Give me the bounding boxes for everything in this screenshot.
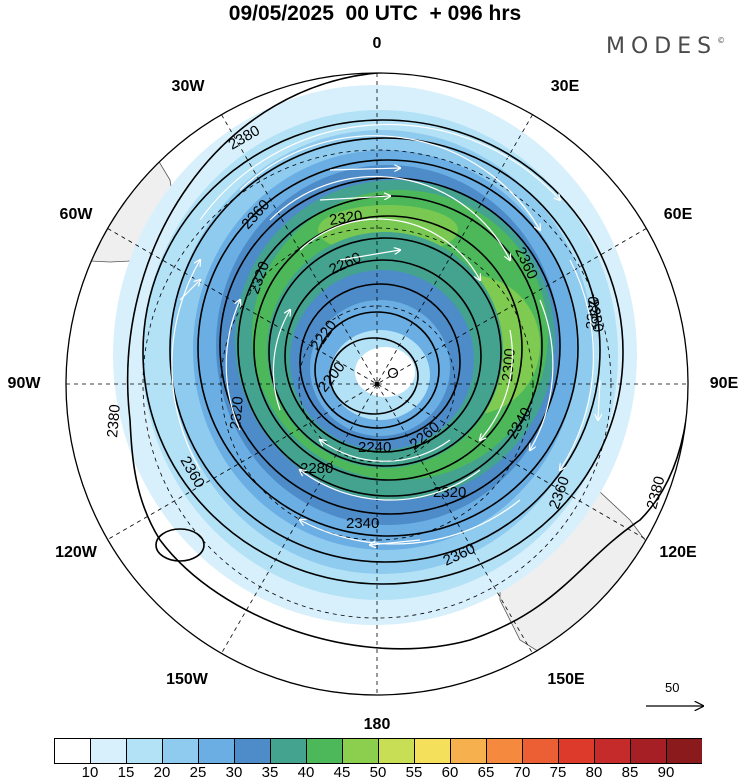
height-contours: [126, 73, 688, 650]
lon-label-0: 0: [372, 35, 382, 52]
reference-vector-label: 50: [665, 680, 680, 695]
lon-label-30w: 30W: [171, 78, 205, 95]
colorbar-swatch: [270, 738, 307, 764]
colorbar-tick-label: 90: [657, 764, 675, 781]
colorbar-swatch: [450, 738, 487, 764]
colorbar-tick-label: 10: [81, 764, 99, 781]
map-title: 09/05/2025 00 UTC + 096 hrs: [228, 2, 522, 25]
lon-label-120w: 120W: [55, 544, 97, 561]
colorbar-tick-label: 75: [549, 764, 567, 781]
colorbar-swatch: [198, 738, 235, 764]
colorbar-tick-label: 15: [117, 764, 135, 781]
colorbar-tick-label: 80: [585, 764, 603, 781]
lon-label-150e: 150E: [547, 671, 585, 688]
map-border: [65, 72, 689, 696]
colorbar-swatch: [666, 738, 702, 764]
colorbar-swatch: [486, 738, 523, 764]
colorbar-swatch: [306, 738, 343, 764]
modes-logo: MODES©: [606, 34, 725, 59]
colorbar-swatch: [594, 738, 631, 764]
contour-label: 2240: [358, 439, 391, 456]
colorbar-tick-label: 65: [477, 764, 495, 781]
contour-label: 2320: [328, 207, 363, 228]
lon-label-90w: 90W: [7, 375, 41, 392]
colorbar-labels: 10 15 20 25 30 35 40 45 50 55 60 65 70 75 80 85 90: [0, 764, 750, 782]
wind-vectors: [171, 123, 600, 545]
colorbar-swatch: [162, 738, 199, 764]
colorbar: [54, 738, 702, 764]
colorbar-swatch: [630, 738, 667, 764]
pole-markers: [374, 367, 399, 387]
colorbar-swatch: [378, 738, 415, 764]
colorbar-swatch: [558, 738, 595, 764]
copyright-mark: ©: [717, 36, 726, 45]
colorbar-swatch: [522, 738, 559, 764]
colorbar-swatch: [342, 738, 379, 764]
colorbar-swatch: [54, 738, 91, 764]
lon-label-120e: 120E: [659, 544, 697, 561]
logo-text: MODES: [606, 34, 718, 59]
colorbar-tick-label: 30: [225, 764, 243, 781]
graticule: [66, 73, 688, 695]
lon-label-60e: 60E: [663, 206, 693, 223]
colorbar-tick-label: 35: [261, 764, 279, 781]
colorbar-tick-label: 60: [441, 764, 459, 781]
colorbar-tick-label: 45: [333, 764, 351, 781]
lon-label-150w: 150W: [166, 671, 208, 688]
contour-label: 2340: [346, 515, 379, 532]
lon-label-180: 180: [363, 716, 391, 733]
colorbar-tick-label: 55: [405, 764, 423, 781]
contour-label: 2300: [499, 348, 519, 383]
reference-vector-arrow: [646, 680, 707, 720]
colorbar-swatch: [234, 738, 271, 764]
reference-vector: 50: [643, 680, 707, 720]
colorbar-swatch: [414, 738, 451, 764]
lon-label-90e: 90E: [709, 375, 739, 392]
contour-label: 2320: [227, 396, 247, 431]
contour-label: 2380: [104, 404, 124, 439]
wind-speed-shading: [113, 85, 637, 625]
contour-label: 2380: [584, 298, 607, 334]
colorbar-tick-label: 50: [369, 764, 387, 781]
colorbar-tick-label: 40: [297, 764, 315, 781]
contour-label: 2380: [583, 296, 603, 331]
colorbar-tick-label: 20: [153, 764, 171, 781]
lon-label-30e: 30E: [550, 78, 580, 95]
colorbar-swatch: [90, 738, 127, 764]
contour-label: 2280: [300, 460, 333, 477]
colorbar-swatch: [126, 738, 163, 764]
contour-label: 2320: [433, 484, 466, 501]
colorbar-tick-label: 70: [513, 764, 531, 781]
colorbar-tick-label: 85: [621, 764, 639, 781]
lon-label-60w: 60W: [59, 206, 93, 223]
colorbar-tick-label: 25: [189, 764, 207, 781]
